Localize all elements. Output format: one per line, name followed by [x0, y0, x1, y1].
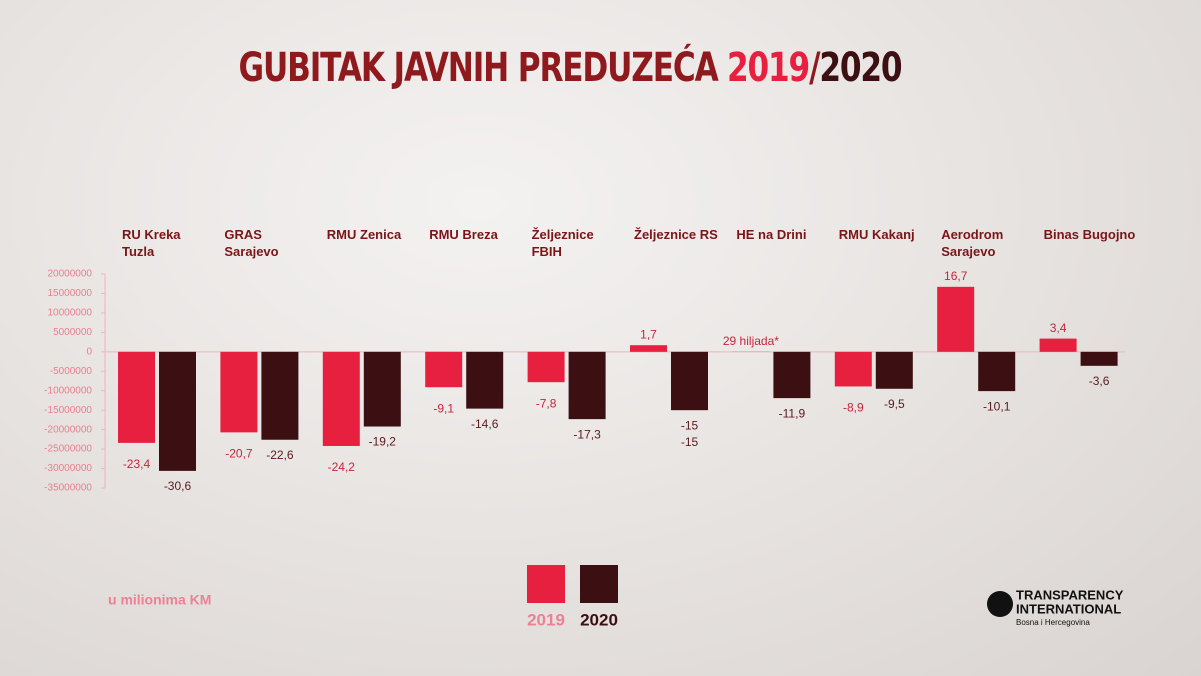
category-label: RMU Zenica	[326, 227, 402, 242]
value-label: -22,6	[266, 448, 294, 462]
bar	[118, 351, 155, 443]
y-tick-label: -30000000	[44, 463, 92, 474]
value-label: -3,6	[1089, 374, 1110, 388]
y-tick-label: -15000000	[44, 405, 92, 416]
category-label: Binas Bugojno	[1043, 227, 1136, 242]
bar	[834, 351, 872, 387]
value-label: -11,9	[779, 406, 806, 420]
value-label: -7,8	[536, 396, 557, 410]
category-label: Željeznice FBIH	[531, 227, 594, 259]
legend-label: 2019	[527, 610, 565, 629]
bar	[1039, 338, 1077, 352]
legend-label: 2020	[580, 610, 618, 629]
value-label: 16,7	[944, 269, 968, 283]
bar	[220, 351, 258, 433]
legend-swatch	[527, 565, 565, 603]
bar	[425, 351, 463, 388]
value-label: -17,3	[573, 427, 601, 441]
bar	[937, 286, 975, 352]
value-label: -19,2	[369, 435, 397, 449]
bar	[527, 351, 565, 383]
unit-note: u milionima KM	[108, 592, 211, 608]
value-label: -23,4	[123, 457, 151, 471]
title-part: 2020	[819, 45, 901, 91]
bar	[159, 351, 196, 471]
value-label: -15	[681, 418, 699, 432]
logo-text: TRANSPARENCY	[1016, 587, 1124, 602]
y-tick-label: -20000000	[44, 424, 92, 435]
logo-text: INTERNATIONAL	[1016, 601, 1121, 616]
category-label: Željeznice RS	[634, 227, 718, 242]
value-label: -30,6	[164, 479, 192, 493]
bar	[978, 351, 1016, 392]
y-tick-label: 10000000	[48, 308, 93, 319]
bar	[1080, 351, 1118, 366]
value-label: -14,6	[471, 417, 499, 431]
value-label: -20,7	[225, 447, 253, 461]
title-part: 2019	[727, 45, 809, 91]
y-tick-label: -25000000	[44, 444, 92, 455]
title-part: GUBITAK JAVNIH PREDUZEĆA	[239, 44, 719, 91]
bar	[466, 351, 504, 409]
value-label: -8,9	[843, 401, 864, 415]
y-tick-label: 15000000	[48, 288, 93, 299]
category-label: RMU Kakanj	[838, 227, 915, 242]
annotation: -15	[681, 435, 699, 449]
category-label: RU Kreka Tuzla	[122, 227, 181, 259]
y-tick-label: -5000000	[50, 366, 93, 377]
value-label: 3,4	[1050, 321, 1067, 335]
y-tick-label: 20000000	[48, 269, 93, 280]
bar	[322, 351, 360, 446]
bar	[568, 351, 606, 420]
value-label: 29 hiljada*	[723, 334, 779, 348]
title-part: /	[809, 45, 821, 91]
value-label: 1,7	[640, 327, 657, 341]
bar	[630, 345, 667, 352]
y-tick-label: 0	[86, 346, 92, 357]
value-label: -10,1	[983, 399, 1011, 413]
y-tick-label: -35000000	[44, 483, 92, 494]
chart-title: GUBITAK JAVNIH PREDUZEĆA 2019/2020	[239, 44, 902, 91]
logo-subtext: Bosna i Hercegovina	[1016, 618, 1090, 627]
logo-icon	[987, 591, 1013, 617]
bar	[773, 351, 811, 399]
y-tick-label: -10000000	[44, 385, 92, 396]
bar	[363, 351, 401, 427]
bar	[261, 351, 299, 440]
value-label: -9,5	[884, 397, 905, 411]
category-label: HE na Drini	[736, 227, 807, 242]
value-label: -24,2	[328, 460, 356, 474]
bar	[875, 351, 913, 389]
category-label: RMU Breza	[429, 227, 498, 242]
category-label: GRAS Sarajevo	[224, 227, 279, 259]
y-tick-label: 5000000	[53, 327, 92, 338]
value-label: -9,1	[433, 401, 454, 415]
legend-swatch	[580, 565, 618, 603]
category-label: Aerodrom Sarajevo	[941, 227, 1004, 259]
bar	[671, 351, 708, 411]
